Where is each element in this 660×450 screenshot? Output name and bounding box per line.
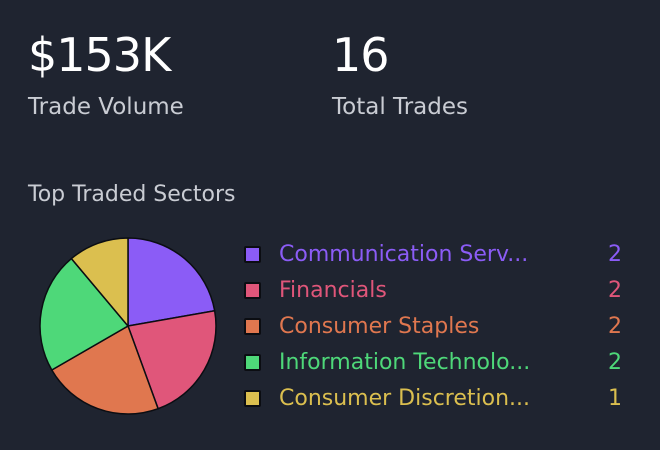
legend-label: Financials	[279, 277, 387, 303]
total-trades-label: Total Trades	[332, 94, 468, 120]
legend-item[interactable]: Consumer Staples 2	[244, 308, 626, 344]
legend-label: Communication Serv...	[279, 241, 529, 267]
legend-swatch	[244, 389, 261, 407]
trade-volume-stat: $153K Trade Volume	[28, 32, 184, 119]
legend-item[interactable]: Information Technolo... 2	[244, 344, 626, 380]
pie-slice[interactable]	[127, 309, 217, 410]
pie-slice[interactable]	[39, 257, 129, 371]
sectors-legend: Communication Serv... 2 Financials 2 Con…	[244, 236, 626, 416]
legend-label: Information Technolo...	[279, 349, 531, 375]
legend-item[interactable]: Communication Serv... 2	[244, 236, 626, 272]
legend-count: 2	[608, 349, 622, 375]
trade-volume-label: Trade Volume	[28, 94, 184, 120]
legend-item[interactable]: Financials 2	[244, 272, 626, 308]
total-trades-stat: 16 Total Trades	[332, 32, 468, 119]
trade-volume-value: $153K	[28, 28, 171, 82]
sectors-pie-chart	[39, 237, 217, 415]
legend-count: 2	[608, 277, 622, 303]
sectors-title: Top Traded Sectors	[28, 182, 236, 207]
legend-label: Consumer Staples	[279, 313, 480, 339]
pie-slice[interactable]	[51, 325, 159, 415]
legend-count: 1	[608, 385, 622, 411]
legend-label: Consumer Discretion...	[279, 385, 531, 411]
total-trades-value: 16	[332, 28, 390, 82]
pie-slice[interactable]	[127, 237, 216, 327]
legend-item[interactable]: Consumer Discretion... 1	[244, 380, 626, 416]
legend-swatch	[244, 245, 261, 263]
legend-count: 2	[608, 241, 622, 267]
legend-swatch	[244, 317, 261, 335]
legend-swatch	[244, 353, 261, 371]
pie-slice[interactable]	[70, 237, 129, 327]
legend-count: 2	[608, 313, 622, 339]
legend-swatch	[244, 281, 261, 299]
